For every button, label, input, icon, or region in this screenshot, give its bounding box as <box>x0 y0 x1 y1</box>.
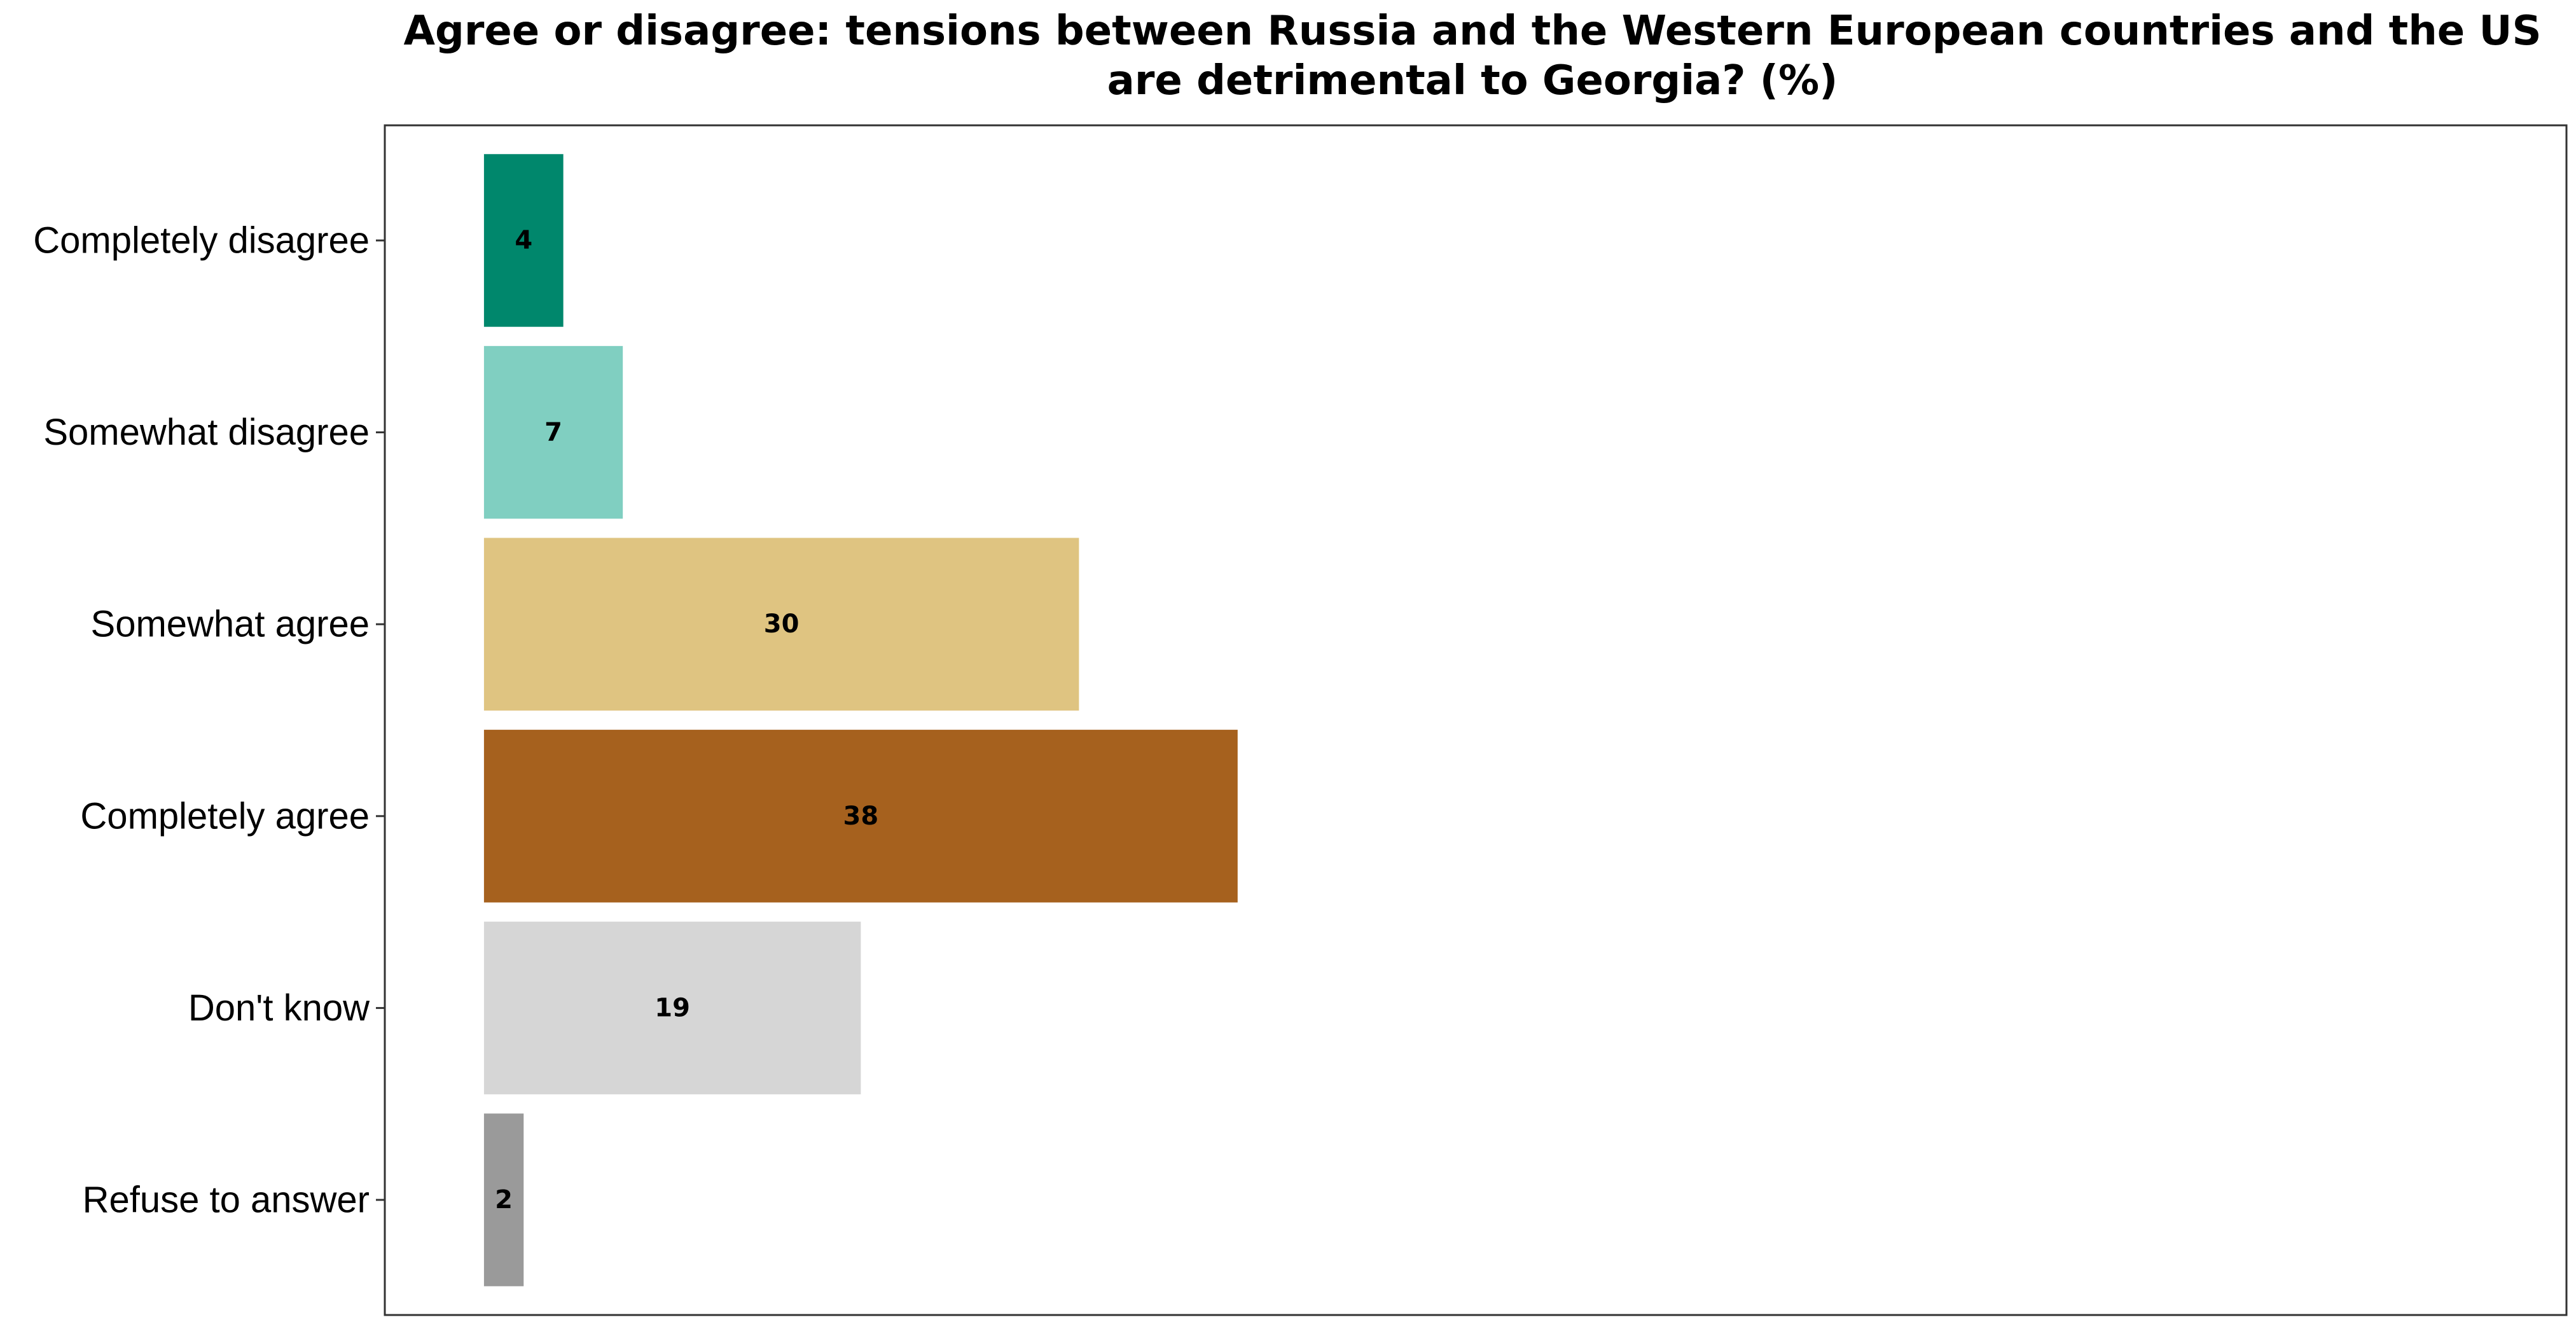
y-tick-label-don-t-know: Don't know <box>188 987 370 1029</box>
value-label-refuse-to-answer: 2 <box>495 1185 513 1214</box>
chart-title-line-1: Agree or disagree: tensions between Russ… <box>403 8 2541 55</box>
bar-completely-agree <box>483 730 1238 903</box>
value-label-don-t-know: 19 <box>654 993 690 1022</box>
bar-don-t-know <box>483 921 861 1095</box>
y-tick-label-somewhat-agree: Somewhat agree <box>91 604 370 645</box>
chart-title-line-2: are detrimental to Georgia? (%) <box>1107 57 1838 104</box>
bar-completely-disagree <box>483 154 564 327</box>
bar-refuse-to-answer <box>483 1113 524 1286</box>
y-axis: Completely disagree Somewhat disagree Some… <box>33 219 385 1221</box>
plot-panel-border <box>384 124 2568 1316</box>
value-label-completely-agree: 38 <box>843 802 879 831</box>
value-label-somewhat-agree: 30 <box>764 609 800 639</box>
value-label-completely-disagree: 4 <box>515 226 532 255</box>
y-tick-label-refuse-to-answer: Refuse to answer <box>83 1179 370 1221</box>
bars-layer <box>483 154 1238 1286</box>
bar-somewhat-disagree <box>483 345 623 519</box>
y-tick-label-somewhat-disagree: Somewhat disagree <box>43 412 370 453</box>
value-labels-layer: 4 7 30 38 19 2 <box>495 226 878 1214</box>
y-tick-label-completely-disagree: Completely disagree <box>33 219 370 261</box>
value-label-somewhat-disagree: 7 <box>544 418 562 447</box>
bar-somewhat-agree <box>483 538 1079 711</box>
y-tick-label-completely-agree: Completely agree <box>80 795 370 837</box>
